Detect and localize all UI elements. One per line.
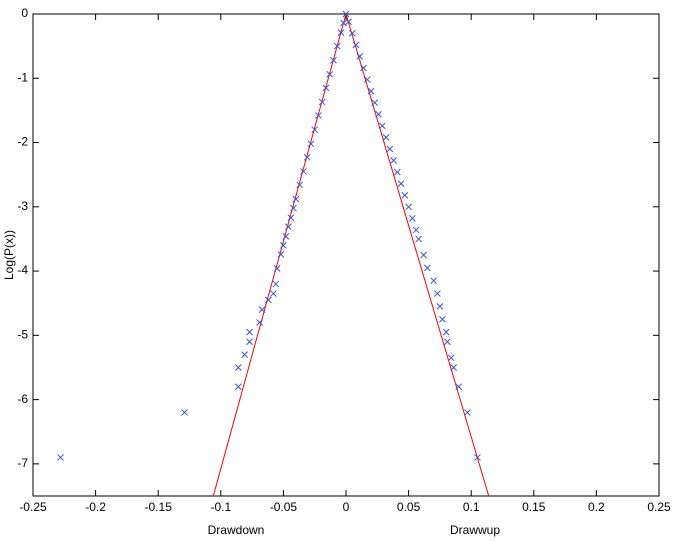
marker <box>258 306 266 313</box>
marker <box>340 19 347 27</box>
marker <box>415 235 422 243</box>
y-axis-label: Log(P(x)) <box>2 230 16 280</box>
marker <box>234 364 242 371</box>
marker <box>348 29 356 37</box>
marker <box>342 10 350 18</box>
marker <box>296 181 304 189</box>
y-tick-label: -7 <box>17 456 28 470</box>
marker <box>265 296 272 304</box>
x-tick-label: 0 <box>343 500 350 514</box>
x-tick-label: -0.2 <box>85 500 106 514</box>
marker <box>282 233 290 240</box>
marker <box>360 64 367 72</box>
y-tick-label: 0 <box>21 6 28 20</box>
marker <box>412 226 420 234</box>
y-tick-label: -1 <box>17 70 28 84</box>
marker <box>287 214 295 222</box>
marker <box>333 42 341 50</box>
marker <box>434 290 441 297</box>
marker <box>436 303 444 310</box>
marker <box>375 110 382 118</box>
marker <box>285 223 292 231</box>
x-tick-label: 0.25 <box>647 500 671 514</box>
marker <box>382 134 390 141</box>
x-tick-label: -0.1 <box>210 500 231 514</box>
marker <box>401 191 409 199</box>
x-tick-label: 0.05 <box>397 500 421 514</box>
x-axis-label: Drawwup <box>450 523 500 537</box>
marker <box>311 126 319 134</box>
marker <box>363 76 371 83</box>
marker <box>303 153 311 161</box>
marker <box>272 280 280 288</box>
marker <box>330 56 337 64</box>
marker <box>345 18 352 26</box>
y-tick-label: -3 <box>17 199 28 213</box>
marker <box>241 351 248 358</box>
marker <box>337 29 345 36</box>
x-tick-label: -0.15 <box>145 500 173 514</box>
marker <box>246 328 253 336</box>
axes-box <box>32 13 660 497</box>
x-tick-label: 0.2 <box>588 500 605 514</box>
marker <box>409 215 416 222</box>
marker <box>273 265 281 272</box>
x-tick-label: 0.1 <box>463 500 480 514</box>
marker <box>386 145 394 153</box>
marker <box>277 251 285 258</box>
marker <box>371 99 379 107</box>
marker <box>393 168 401 176</box>
marker <box>450 364 458 371</box>
marker <box>280 242 287 249</box>
x-tick-label: -0.25 <box>19 500 47 514</box>
marker <box>442 328 450 336</box>
marker <box>430 277 437 285</box>
marker <box>326 71 334 78</box>
marker <box>246 338 253 346</box>
marker <box>307 140 315 148</box>
marker <box>424 264 431 272</box>
marker <box>322 84 330 92</box>
marker <box>315 112 322 119</box>
y-tick-label: -2 <box>17 135 28 149</box>
marker <box>256 319 263 326</box>
y-tick-label: -4 <box>17 263 28 277</box>
marker <box>397 180 405 188</box>
marker <box>405 203 412 211</box>
x-axis-label: Drawdown <box>208 523 265 537</box>
x-tick-label: 0.15 <box>522 500 546 514</box>
fit-line <box>345 13 490 497</box>
marker <box>455 383 463 391</box>
marker <box>439 315 446 323</box>
marker <box>318 98 326 106</box>
marker <box>474 454 481 461</box>
marker <box>300 168 307 175</box>
marker <box>290 204 297 212</box>
marker <box>444 338 451 346</box>
marker <box>181 409 188 416</box>
y-tick-label: -6 <box>17 392 28 406</box>
marker <box>234 383 242 391</box>
marker <box>420 251 427 259</box>
marker <box>367 87 375 95</box>
marker <box>270 290 277 297</box>
marker <box>464 409 471 416</box>
marker <box>352 41 360 49</box>
marker <box>447 354 455 362</box>
marker <box>292 195 300 203</box>
marker <box>57 454 64 461</box>
marker <box>378 122 386 130</box>
marker <box>356 53 364 60</box>
x-tick-label: -0.05 <box>270 500 298 514</box>
y-tick-label: -5 <box>17 328 28 342</box>
marker <box>390 157 397 164</box>
